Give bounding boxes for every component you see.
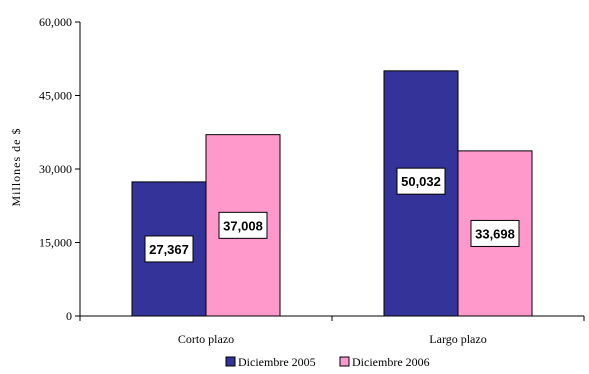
y-axis-title: Millones de $ <box>9 128 23 207</box>
data-label: 33,698 <box>475 226 515 241</box>
legend: Diciembre 2005 Diciembre 2006 <box>225 355 430 369</box>
legend-label: Diciembre 2005 <box>238 355 316 369</box>
y-tick-label: 30,000 <box>39 162 72 176</box>
x-tick-label: Corto plazo <box>178 332 234 346</box>
bars <box>131 70 533 317</box>
data-label-box <box>470 219 520 247</box>
x-axis: Corto plazo Largo plazo <box>79 315 585 346</box>
data-label-box <box>144 235 194 263</box>
data-label: 50,032 <box>401 174 441 189</box>
y-tick-label: 15,000 <box>39 236 72 250</box>
legend-swatch <box>225 356 236 367</box>
data-label-box <box>218 211 268 239</box>
y-tick-label: 0 <box>66 309 72 323</box>
data-label: 27,367 <box>149 242 189 257</box>
legend-label: Diciembre 2006 <box>352 355 430 369</box>
x-tick-label: Largo plazo <box>429 332 486 346</box>
y-tick-label: 45,000 <box>39 89 72 103</box>
data-labels: 27,367 37,008 50,032 33,698 <box>144 167 520 263</box>
legend-swatch <box>339 356 350 367</box>
data-label: 37,008 <box>223 218 263 233</box>
y-axis: 0 15,000 30,000 45,000 60,000 <box>39 15 81 323</box>
data-label-box <box>396 167 446 195</box>
y-tick-label: 60,000 <box>39 15 72 29</box>
